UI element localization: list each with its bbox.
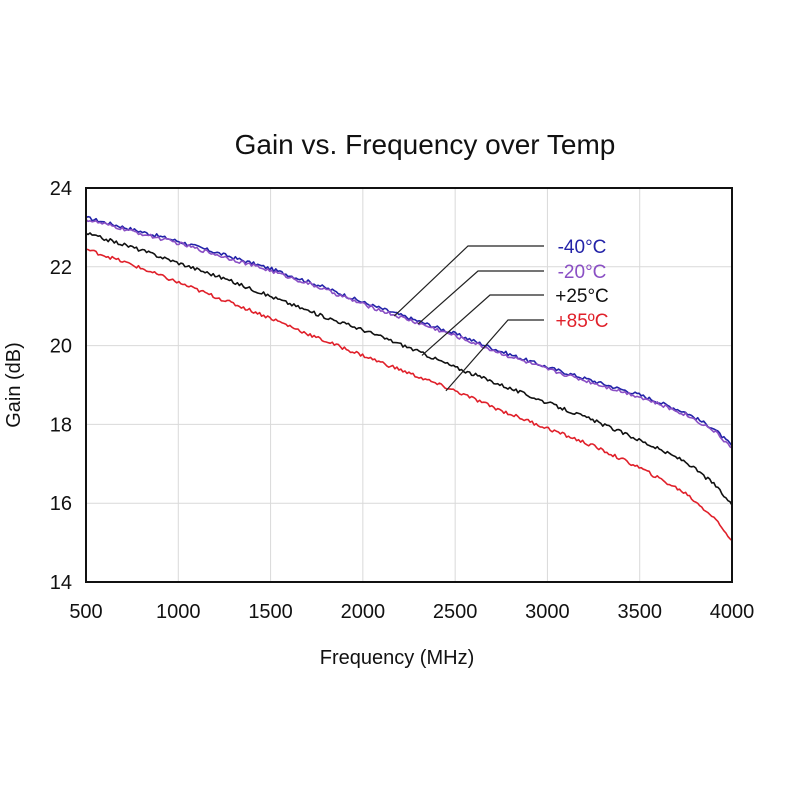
x-tick-label: 3000 [525,601,570,623]
series-line-1 [85,215,733,447]
leader-line-3 [421,294,544,356]
x-tick-label: 2500 [433,601,478,623]
leader-line-4 [445,319,544,392]
grid [86,188,732,582]
y-axis-label: Gain (dB) [3,342,25,428]
y-tick-labels: 14 16 18 20 22 24 [50,178,72,594]
y-tick-label: 18 [50,414,72,436]
legend-label-1: -40°C [558,237,607,258]
legend-label-4: +85ºC [556,311,609,332]
x-tick-label: 4000 [710,601,755,623]
x-axis-label: Frequency (MHz) [320,647,474,669]
plot-frame [85,187,733,583]
x-tick-label: 2000 [341,601,386,623]
series-line-3 [85,232,733,506]
y-tick-label: 24 [50,178,72,200]
x-tick-label: 3500 [617,601,662,623]
legend-label-2: -20°C [558,262,607,283]
y-tick-label: 16 [50,493,72,515]
y-tick-label: 22 [50,257,72,279]
series-line-4 [85,248,733,542]
leader-line-2 [417,270,544,325]
x-tick-label: 1500 [248,601,293,623]
inline-legend: -40°C -20°C +25°C +85ºC [555,237,609,332]
series-line-2 [85,218,733,449]
leader-lines [393,245,544,392]
x-tick-label: 1000 [156,601,201,623]
leader-line-1 [393,245,544,317]
y-tick-label: 14 [50,572,72,594]
x-tick-label: 500 [69,601,102,623]
x-tick-labels: 500 1000 1500 2000 2500 3000 3500 4000 [69,601,754,623]
y-tick-label: 20 [50,336,72,358]
series-layer [85,215,733,542]
chart-title: Gain vs. Frequency over Temp [235,129,616,160]
legend-label-3: +25°C [555,286,609,307]
